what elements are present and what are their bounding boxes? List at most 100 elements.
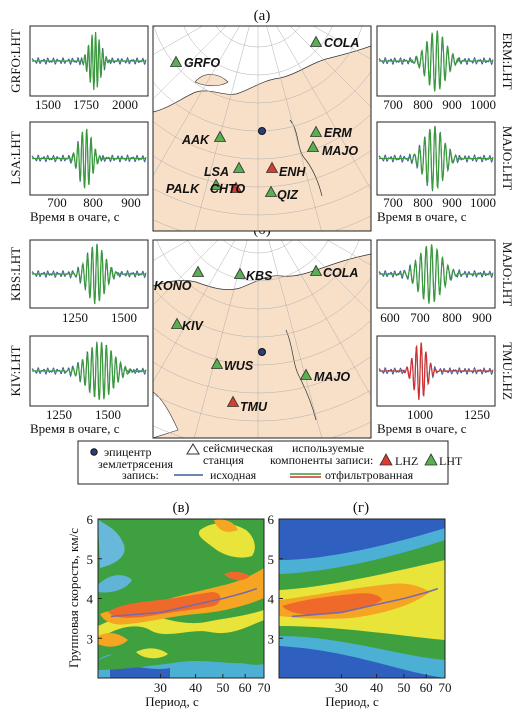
tick-label: 2000 [112, 97, 138, 112]
station-marker-kiv [170, 317, 184, 329]
panel-label-v: (в) [172, 500, 189, 516]
tick-label: 800 [442, 310, 462, 325]
station-name-kiv: KIV [182, 319, 205, 333]
legend-lht: LHT [439, 454, 463, 468]
station-name-majo: MAJO [322, 144, 358, 158]
tick-label: 1750 [73, 97, 99, 112]
filtered-trace [379, 244, 493, 304]
legend-epicenter-1: эпицентр [104, 445, 152, 459]
axis-label: Время в очаге, с [30, 421, 120, 436]
station-name-tmu: TMU [240, 400, 268, 414]
dispersion-curve [291, 587, 439, 618]
station-marker-enh [265, 161, 279, 173]
tick-label: 700 [410, 310, 430, 325]
waveform-grfo: GRFO:LHT 1500 1750 2000 [8, 25, 149, 112]
y-tick-label: 4 [268, 592, 275, 607]
y-tick-label: 3 [268, 631, 275, 646]
y-tick-label: 6 [268, 512, 275, 527]
station-marker-kbs [233, 267, 247, 279]
station-name-cola: COLA [323, 266, 358, 280]
x-tick-label: 50 [397, 680, 410, 695]
waveform-majo-b: MAJO:LHT 600 700 800 900 [376, 239, 515, 325]
filtered-trace [379, 30, 493, 92]
station-name-kbs: KBS [246, 269, 273, 283]
legend-original: исходная [210, 468, 257, 482]
waveform-lsa: LSA:LHT 700 800 900 Время в очаге, с [8, 121, 149, 224]
station-name-palk: PALK [166, 182, 200, 196]
tick-label: 900 [442, 97, 462, 112]
station-label: GRFO:LHT [8, 29, 23, 93]
panel-label-g: (г) [353, 500, 369, 516]
station-name-qiz: QIZ [277, 188, 299, 202]
x-tick-label: 60 [239, 680, 252, 695]
station-name-grfo: GRFO [184, 56, 220, 70]
y-tick-label: 3 [87, 631, 94, 646]
tick-label: 800 [413, 195, 433, 210]
station-name-lsa: LSA [204, 165, 229, 179]
y-tick-label: 6 [87, 512, 94, 527]
x-axis-label: Период, с [145, 694, 199, 709]
station-marker-tmu [226, 395, 240, 407]
station-name-majo: MAJO [314, 370, 350, 384]
station-name-kono: KONO [154, 279, 192, 293]
legend-record: запись: [122, 468, 159, 482]
legend-components-1: используемые [292, 441, 364, 455]
tick-label: 900 [442, 195, 462, 210]
waveform-tmu: TMU:LHZ 1000 1250 Время в очаге, с [376, 335, 515, 436]
tick-label: 1500 [35, 97, 61, 112]
tick-label: 600 [380, 310, 400, 325]
station-name-aak: AAK [181, 133, 210, 147]
x-tick-label: 30 [335, 680, 348, 695]
dispersion-plot-g: 3 4 5 6 30 40 50 60 70 Период, с [268, 512, 452, 709]
station-name-enh: ENH [279, 165, 306, 179]
x-tick-label: 50 [216, 680, 229, 695]
legend: эпицентр землетрясения сейсмическая стан… [77, 440, 463, 485]
tick-label: 1000 [470, 97, 496, 112]
station-label: MAJO:LHT [500, 242, 515, 306]
tick-label: 900 [121, 195, 141, 210]
station-label: LSA:LHT [8, 131, 23, 185]
station-marker-chto [229, 181, 243, 193]
legend-station-1: сейсмическая [203, 441, 274, 455]
station-label: KBS:LHT [8, 247, 23, 301]
axis-label: Время в очаге, с [30, 209, 120, 224]
filtered-trace [32, 244, 146, 304]
filtered-trace [32, 128, 146, 189]
tick-label: 1500 [111, 310, 137, 325]
tick-label: 1000 [470, 195, 496, 210]
station-marker-aak [213, 130, 227, 142]
tick-label: 800 [413, 97, 433, 112]
legend-components-2: компоненты записи: [270, 453, 373, 467]
station-legend-icon [186, 443, 200, 455]
x-tick-label: 40 [370, 680, 383, 695]
station-marker-cola [309, 35, 323, 47]
station-marker-qiz [264, 185, 278, 197]
tick-label: 800 [83, 195, 103, 210]
tick-label: 1250 [46, 407, 72, 422]
station-marker-palk [209, 178, 223, 190]
station-marker-majo [299, 368, 313, 380]
station-name-wus: WUS [224, 359, 254, 373]
dispersion-curve [110, 587, 258, 618]
filtered-trace [32, 31, 146, 91]
waveform-kiv: KIV:LHT 1250 1500 Время в очаге, с [8, 335, 149, 436]
x-tick-label: 70 [439, 680, 452, 695]
tick-label: 700 [383, 195, 403, 210]
tick-label: 1000 [407, 407, 433, 422]
tick-label: 1250 [62, 310, 88, 325]
waveform-majo-a: MAJO:LHT 700 800 900 1000 Время в очаге,… [376, 121, 515, 224]
filtered-trace [32, 342, 146, 400]
axis-label: Время в очаге, с [377, 421, 467, 436]
x-tick-label: 40 [189, 680, 202, 695]
station-name-erm: ERM [324, 126, 352, 140]
filtered-trace [379, 342, 493, 400]
station-marker-majo [306, 140, 320, 152]
station-name-cola: COLA [324, 36, 359, 50]
legend-lhz: LHZ [395, 454, 418, 468]
epicenter-legend-icon [90, 448, 98, 456]
x-tick-label: 60 [420, 680, 433, 695]
legend-filtered: отфильтрованная [325, 468, 414, 482]
station-marker-grfo [169, 55, 183, 67]
